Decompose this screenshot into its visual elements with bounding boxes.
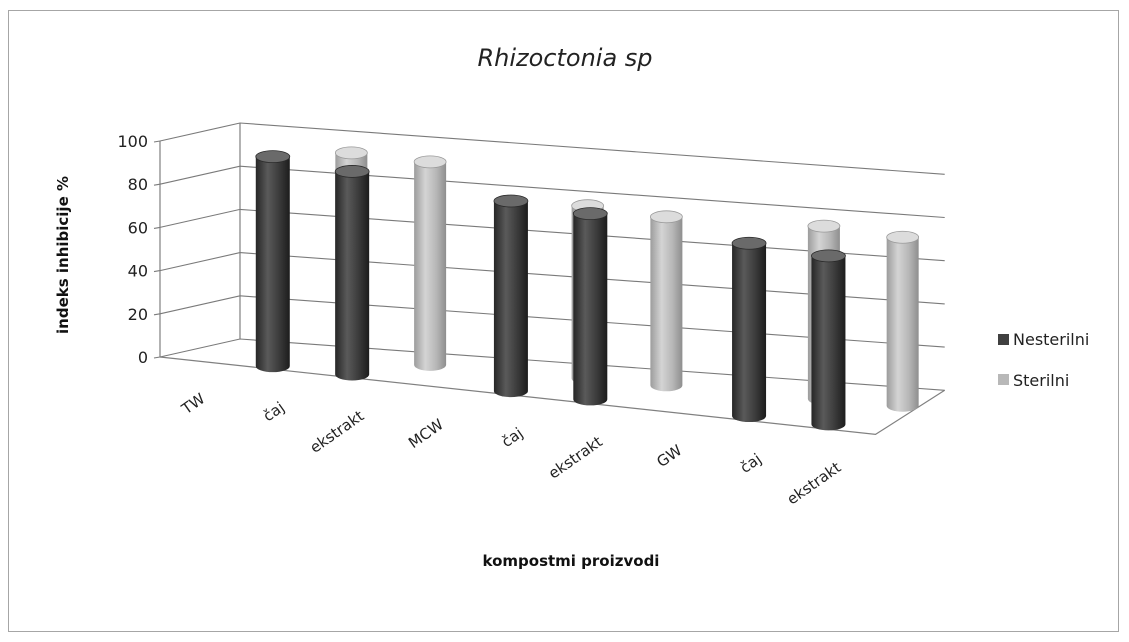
bar-top xyxy=(255,150,291,164)
y-axis-label: indeks inhibicije % xyxy=(54,176,72,334)
x-tick-label: čaj xyxy=(498,424,526,451)
bar xyxy=(886,230,920,412)
x-tick-label: GW xyxy=(653,441,685,471)
bar-body xyxy=(414,161,447,371)
legend-swatch-sterilni xyxy=(998,374,1009,385)
y-tick-mark xyxy=(153,183,161,186)
bar-body xyxy=(650,216,683,392)
bar xyxy=(649,210,683,392)
gridline xyxy=(159,122,945,175)
y-tick-label: 60 xyxy=(128,218,148,237)
chart-title: Rhizoctonia sp xyxy=(477,44,652,72)
bars xyxy=(255,146,920,431)
y-tick-label: 40 xyxy=(128,262,148,281)
bar-body xyxy=(335,171,370,381)
bar-top xyxy=(413,155,447,169)
gridline xyxy=(159,295,945,348)
y-tick-mark xyxy=(153,356,161,359)
bar-body xyxy=(732,243,767,423)
legend-label-nesterilni: Nesterilni xyxy=(1013,330,1089,349)
bar xyxy=(413,155,447,371)
x-tick-label: ekstrakt xyxy=(784,458,845,508)
bar-body xyxy=(255,156,290,373)
legend: Nesterilni Sterilni xyxy=(998,330,1089,390)
gridlines xyxy=(153,122,945,391)
gridline xyxy=(159,252,945,305)
y-tick-labels: 0 20 40 60 80 100 xyxy=(117,132,148,367)
floor-outline xyxy=(159,356,946,436)
bar-top xyxy=(334,146,368,160)
bar-top xyxy=(731,236,767,250)
gridline xyxy=(159,165,945,219)
bar xyxy=(334,165,370,381)
legend-swatch-nesterilni xyxy=(998,334,1009,345)
bar-top xyxy=(334,165,370,178)
y-tick-mark xyxy=(153,226,161,229)
y-tick-label: 20 xyxy=(128,305,148,324)
bar-top xyxy=(649,210,683,224)
bar xyxy=(572,207,608,406)
chart-walls xyxy=(159,123,946,436)
gridline xyxy=(159,338,945,391)
gridline xyxy=(159,208,945,262)
x-tick-label: ekstrakt xyxy=(307,407,368,457)
bar-top xyxy=(572,207,608,221)
bar-top xyxy=(493,194,529,208)
bar-body xyxy=(811,255,846,431)
bar xyxy=(255,150,291,373)
chart-frame xyxy=(8,10,1119,632)
x-tick-label: MCW xyxy=(405,415,447,452)
y-tick-mark xyxy=(153,140,161,143)
bar-body xyxy=(573,213,608,406)
x-tick-label: čaj xyxy=(737,450,765,477)
bar-top xyxy=(807,219,841,233)
y-tick-label: 0 xyxy=(138,348,148,367)
y-tick-mark xyxy=(153,270,161,273)
bar-top xyxy=(811,249,846,263)
bar-body xyxy=(493,201,528,398)
x-tick-label: čaj xyxy=(260,398,288,425)
y-tick-label: 80 xyxy=(128,175,148,194)
bar xyxy=(731,236,767,423)
legend-label-sterilni: Sterilni xyxy=(1013,371,1069,390)
bar xyxy=(811,249,846,431)
bar xyxy=(493,194,529,398)
y-tick-label: 100 xyxy=(117,132,148,151)
x-tick-label: ekstrakt xyxy=(545,432,606,482)
x-axis-label: kompostmi proizvodi xyxy=(483,552,660,570)
x-tick-label: TW xyxy=(177,389,208,418)
bar-top xyxy=(886,230,920,244)
y-tick-mark xyxy=(153,313,161,316)
bar-body xyxy=(886,237,919,412)
